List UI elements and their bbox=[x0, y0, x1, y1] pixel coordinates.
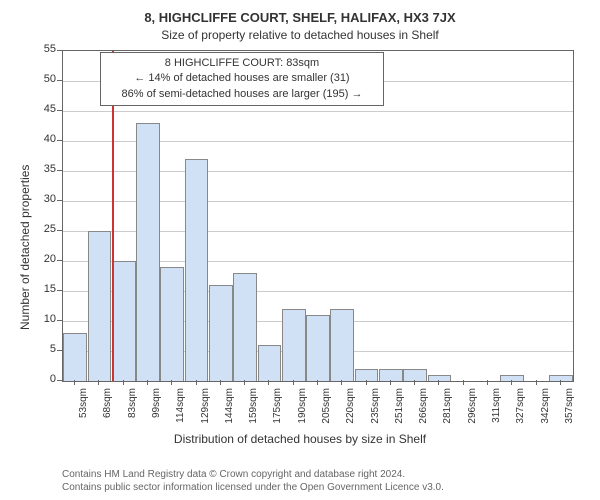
x-tick bbox=[244, 380, 245, 385]
annotation-box: 8 HIGHCLIFFE COURT: 83sqm ← 14% of detac… bbox=[100, 52, 384, 106]
x-tick-label: 311sqm bbox=[491, 388, 502, 436]
histogram-bar bbox=[306, 315, 330, 381]
x-tick-label: 114sqm bbox=[175, 388, 186, 436]
x-tick-label: 342sqm bbox=[540, 388, 551, 436]
page-title: 8, HIGHCLIFFE COURT, SHELF, HALIFAX, HX3… bbox=[0, 10, 600, 25]
y-tick-label: 30 bbox=[34, 193, 56, 205]
x-tick-label: 99sqm bbox=[151, 388, 162, 436]
y-tick bbox=[57, 290, 62, 291]
x-tick-label: 266sqm bbox=[418, 388, 429, 436]
x-tick-label: 159sqm bbox=[248, 388, 259, 436]
y-tick-label: 35 bbox=[34, 163, 56, 175]
x-tick-label: 281sqm bbox=[442, 388, 453, 436]
x-tick-label: 296sqm bbox=[467, 388, 478, 436]
y-tick bbox=[57, 200, 62, 201]
credits: Contains HM Land Registry data © Crown c… bbox=[62, 468, 444, 494]
x-tick-label: 68sqm bbox=[102, 388, 113, 436]
x-tick bbox=[390, 380, 391, 385]
x-tick bbox=[74, 380, 75, 385]
x-tick bbox=[414, 380, 415, 385]
y-tick bbox=[57, 260, 62, 261]
x-tick bbox=[438, 380, 439, 385]
x-tick-label: 327sqm bbox=[515, 388, 526, 436]
x-tick-label: 220sqm bbox=[345, 388, 356, 436]
y-tick-label: 50 bbox=[34, 73, 56, 85]
x-tick-label: 53sqm bbox=[78, 388, 89, 436]
y-tick bbox=[57, 80, 62, 81]
y-tick bbox=[57, 170, 62, 171]
x-tick bbox=[196, 380, 197, 385]
y-tick-label: 25 bbox=[34, 223, 56, 235]
grid-line bbox=[63, 111, 573, 112]
histogram-bar bbox=[258, 345, 282, 381]
x-tick bbox=[171, 380, 172, 385]
x-tick-label: 357sqm bbox=[564, 388, 575, 436]
x-tick bbox=[98, 380, 99, 385]
y-tick bbox=[57, 230, 62, 231]
histogram-bar bbox=[136, 123, 160, 381]
histogram-bar bbox=[379, 369, 403, 381]
x-tick bbox=[317, 380, 318, 385]
y-tick bbox=[57, 380, 62, 381]
histogram-bar bbox=[88, 231, 112, 381]
x-tick bbox=[366, 380, 367, 385]
y-tick bbox=[57, 140, 62, 141]
x-tick bbox=[341, 380, 342, 385]
histogram-bar bbox=[330, 309, 354, 381]
credits-line1: Contains HM Land Registry data © Crown c… bbox=[62, 468, 444, 481]
x-tick bbox=[536, 380, 537, 385]
x-tick-label: 235sqm bbox=[370, 388, 381, 436]
histogram-bar bbox=[282, 309, 306, 381]
y-tick-label: 5 bbox=[34, 343, 56, 355]
x-tick bbox=[293, 380, 294, 385]
x-tick-label: 251sqm bbox=[394, 388, 405, 436]
y-tick-label: 40 bbox=[34, 133, 56, 145]
annotation-line1: 8 HIGHCLIFFE COURT: 83sqm bbox=[107, 56, 377, 71]
x-tick bbox=[487, 380, 488, 385]
x-tick-label: 205sqm bbox=[321, 388, 332, 436]
annotation-line3: 86% of semi-detached houses are larger (… bbox=[107, 87, 377, 102]
x-tick-label: 144sqm bbox=[224, 388, 235, 436]
x-tick bbox=[511, 380, 512, 385]
histogram-bar bbox=[233, 273, 257, 381]
x-tick bbox=[463, 380, 464, 385]
page-subtitle: Size of property relative to detached ho… bbox=[0, 28, 600, 42]
histogram-bar bbox=[209, 285, 233, 381]
histogram-bar bbox=[160, 267, 184, 381]
histogram-bar bbox=[185, 159, 209, 381]
x-tick-label: 190sqm bbox=[297, 388, 308, 436]
y-tick bbox=[57, 320, 62, 321]
y-tick-label: 10 bbox=[34, 313, 56, 325]
x-tick-label: 83sqm bbox=[127, 388, 138, 436]
y-tick-label: 0 bbox=[34, 373, 56, 385]
y-tick-label: 55 bbox=[34, 43, 56, 55]
histogram-bar bbox=[63, 333, 87, 381]
x-tick bbox=[220, 380, 221, 385]
annotation-line2: ← 14% of detached houses are smaller (31… bbox=[107, 71, 377, 86]
x-tick-label: 175sqm bbox=[272, 388, 283, 436]
x-tick bbox=[147, 380, 148, 385]
y-tick bbox=[57, 50, 62, 51]
y-tick bbox=[57, 110, 62, 111]
histogram-bar bbox=[112, 261, 136, 381]
y-tick-label: 20 bbox=[34, 253, 56, 265]
y-tick-label: 45 bbox=[34, 103, 56, 115]
histogram-bar bbox=[549, 375, 573, 381]
y-tick-label: 15 bbox=[34, 283, 56, 295]
y-axis-label: Number of detached properties bbox=[18, 165, 32, 330]
x-tick bbox=[268, 380, 269, 385]
y-tick bbox=[57, 350, 62, 351]
x-tick bbox=[560, 380, 561, 385]
credits-line2: Contains public sector information licen… bbox=[62, 481, 444, 494]
chart-container: 8, HIGHCLIFFE COURT, SHELF, HALIFAX, HX3… bbox=[0, 0, 600, 500]
x-tick-label: 129sqm bbox=[200, 388, 211, 436]
x-tick bbox=[123, 380, 124, 385]
